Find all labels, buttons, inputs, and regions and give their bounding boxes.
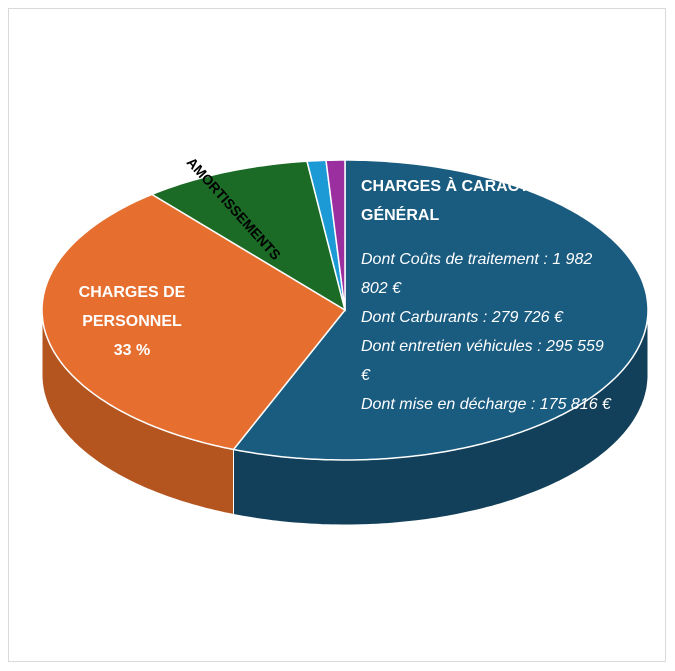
pie-slice xyxy=(41,193,347,516)
pie-slice xyxy=(325,159,346,311)
annotation: Dont entretien véhicules : 295 559 € xyxy=(361,338,604,384)
value-label: 33 % xyxy=(113,342,151,359)
slice-top xyxy=(325,159,346,311)
slice-top xyxy=(150,160,347,312)
slice-top xyxy=(41,193,347,451)
slice-label: CHARGES DE PERSONNEL 33 % xyxy=(62,278,202,365)
annotations: Dont Coûts de traitement : 1 982 802 € D… xyxy=(361,245,621,419)
annotation: Dont mise en décharge : 175 816 € xyxy=(361,396,611,413)
chart-frame xyxy=(8,8,666,662)
annotation: Dont Carburants : 279 726 € xyxy=(361,309,563,326)
slice-top xyxy=(232,159,649,461)
pie-slice xyxy=(150,160,347,312)
pie-slice xyxy=(232,159,649,526)
slice-label: CHARGES À CARACTÈRE GÉNÉRAL xyxy=(361,178,562,224)
slice-name: CHARGES DE PERSONNEL xyxy=(78,284,186,330)
annotation: Dont Coûts de traitement : 1 982 802 € xyxy=(361,251,593,297)
